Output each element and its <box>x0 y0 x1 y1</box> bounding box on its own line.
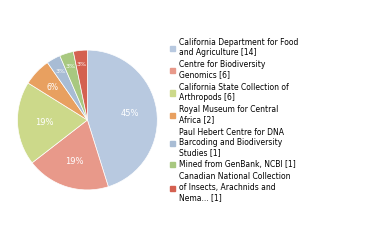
Wedge shape <box>48 56 87 120</box>
Wedge shape <box>32 120 108 190</box>
Text: 19%: 19% <box>65 157 84 166</box>
Text: 3%: 3% <box>66 64 76 69</box>
Text: 6%: 6% <box>47 83 59 92</box>
Wedge shape <box>87 50 157 187</box>
Wedge shape <box>60 52 87 120</box>
Legend: California Department for Food
and Agriculture [14], Centre for Biodiversity
Gen: California Department for Food and Agric… <box>168 36 300 204</box>
Wedge shape <box>17 83 87 163</box>
Wedge shape <box>28 63 87 120</box>
Wedge shape <box>73 50 87 120</box>
Text: 3%: 3% <box>55 69 65 74</box>
Text: 19%: 19% <box>35 118 53 127</box>
Text: 3%: 3% <box>77 62 87 67</box>
Text: 45%: 45% <box>121 109 139 118</box>
